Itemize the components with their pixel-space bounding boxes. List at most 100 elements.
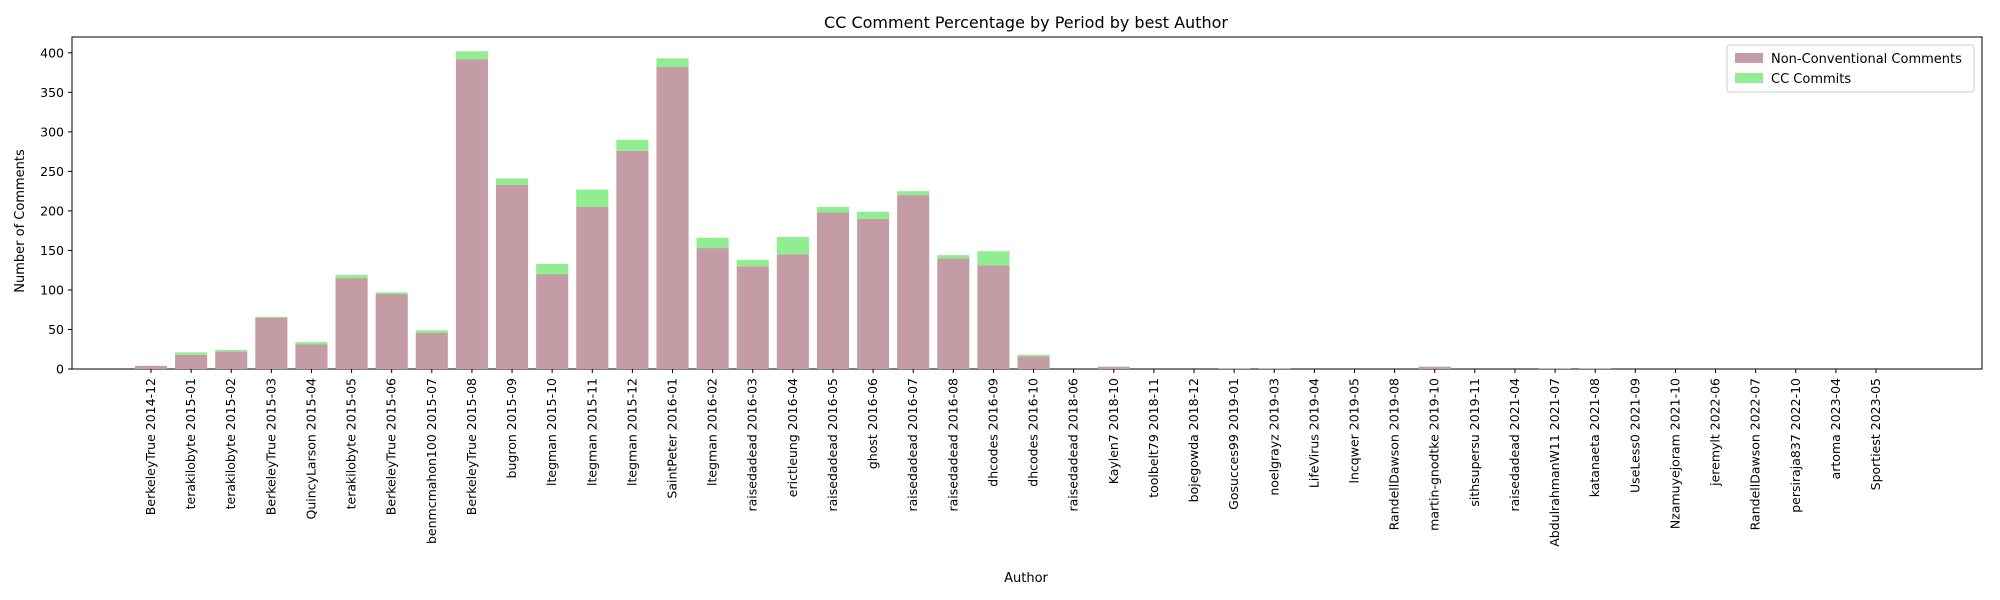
x-tick-label: erictleung 2016-04 bbox=[785, 378, 800, 497]
bar-cc-commits-15 bbox=[736, 259, 769, 267]
x-tick-label: terakilobyte 2015-02 bbox=[223, 378, 238, 509]
bar-non-conventional-15 bbox=[736, 266, 769, 369]
x-axis-label: Author bbox=[1004, 571, 1048, 586]
x-tick-label: UseLess0 2021-09 bbox=[1627, 378, 1642, 493]
bar-non-conventional-36 bbox=[1579, 368, 1612, 369]
legend-swatch bbox=[1735, 73, 1763, 83]
bar-cc-commits-9 bbox=[496, 178, 529, 185]
bar-non-conventional-27 bbox=[1218, 368, 1251, 369]
bar-non-conventional-7 bbox=[415, 332, 448, 369]
x-tick-label: LifeVirus 2019-04 bbox=[1306, 378, 1321, 488]
bar-cc-commits-18 bbox=[857, 211, 890, 219]
bar-non-conventional-5 bbox=[335, 278, 368, 369]
legend-label: CC Commits bbox=[1771, 72, 1851, 87]
bar-cc-commits-19 bbox=[897, 191, 930, 196]
bar-non-conventional-11 bbox=[576, 206, 609, 369]
bar-non-conventional-32 bbox=[1418, 366, 1451, 369]
x-tick-label: raisedadead 2021-04 bbox=[1507, 378, 1522, 512]
x-tick-label: terakilobyte 2015-01 bbox=[183, 378, 198, 509]
bar-cc-commits-3 bbox=[255, 316, 288, 318]
plot-area bbox=[71, 36, 1983, 370]
y-tick-label: 50 bbox=[48, 322, 64, 337]
x-tick-label: persiraja837 2022-10 bbox=[1788, 378, 1803, 513]
x-tick-label: ltegman 2015-10 bbox=[544, 378, 559, 486]
bar-non-conventional-14 bbox=[696, 248, 729, 369]
bar-non-conventional-10 bbox=[536, 274, 569, 369]
x-axis-ticks: BerkeleyTrue 2014-12 terakilobyte 2015-01… bbox=[143, 369, 1883, 547]
bar-cc-commits-11 bbox=[576, 189, 609, 207]
bar-cc-commits-22 bbox=[1017, 354, 1050, 357]
x-tick-label: ltegman 2016-02 bbox=[705, 378, 720, 486]
x-tick-label: sithsupersu 2019-11 bbox=[1467, 378, 1482, 507]
x-tick-label: ltegman 2015-12 bbox=[624, 378, 639, 486]
x-tick-label: BerkeleyTrue 2015-06 bbox=[384, 378, 399, 515]
x-tick-label: raisedadead 2016-05 bbox=[825, 378, 840, 512]
legend-swatch bbox=[1735, 53, 1763, 63]
y-tick-label: 350 bbox=[40, 85, 64, 100]
x-tick-label: Gosucces99 2019-01 bbox=[1226, 378, 1241, 510]
x-tick-label: raisedadead 2018-06 bbox=[1066, 378, 1081, 512]
x-tick-label: AbdulrahmanW11 2021-07 bbox=[1547, 378, 1562, 547]
chart-title: CC Comment Percentage by Period by best … bbox=[824, 13, 1228, 32]
x-tick-label: dhcodes 2016-10 bbox=[1026, 378, 1041, 487]
x-tick-label: Kaylen7 2018-10 bbox=[1106, 378, 1121, 484]
x-tick-label: artoma 2023-04 bbox=[1828, 378, 1843, 479]
bar-cc-commits-12 bbox=[616, 139, 649, 151]
bar-cc-commits-5 bbox=[335, 274, 368, 279]
bar-cc-commits-7 bbox=[415, 330, 448, 333]
bar-non-conventional-22 bbox=[1017, 356, 1050, 369]
x-tick-label: RandellDawson 2019-08 bbox=[1387, 378, 1402, 530]
y-axis-ticks: 0 50 100 150 200 250 300 350 400 bbox=[40, 45, 72, 377]
bar-non-conventional-21 bbox=[977, 265, 1010, 369]
bar-cc-commits-13 bbox=[656, 58, 689, 68]
x-tick-label: martin-gnodtke 2019-10 bbox=[1427, 378, 1442, 531]
y-tick-label: 400 bbox=[40, 45, 64, 60]
legend-frame bbox=[1726, 44, 1975, 93]
x-tick-label: BerkeleyTrue 2014-12 bbox=[143, 378, 158, 515]
bar-non-conventional-19 bbox=[897, 195, 930, 369]
x-tick-label: raisedadead 2016-08 bbox=[945, 378, 960, 512]
bar-non-conventional-9 bbox=[496, 184, 529, 369]
bar-non-conventional-18 bbox=[857, 218, 890, 369]
x-tick-label: QuincyLarson 2015-04 bbox=[303, 378, 318, 520]
bar-non-conventional-2 bbox=[215, 351, 248, 369]
x-tick-label: SaintPeter 2016-01 bbox=[665, 378, 680, 499]
bar-non-conventional-0 bbox=[134, 365, 168, 369]
x-tick-label: RandellDawson 2022-07 bbox=[1748, 378, 1763, 530]
y-tick-label: 150 bbox=[40, 243, 64, 258]
x-tick-label: Sportiest 2023-05 bbox=[1868, 378, 1883, 490]
x-tick-label: benmcmahon100 2015-07 bbox=[424, 378, 439, 544]
bar-non-conventional-13 bbox=[656, 67, 689, 370]
y-tick-label: 100 bbox=[40, 282, 64, 297]
x-tick-label: terakilobyte 2015-05 bbox=[344, 378, 359, 509]
x-tick-label: lncqwer 2019-05 bbox=[1346, 378, 1361, 483]
x-tick-label: BerkeleyTrue 2015-03 bbox=[263, 378, 278, 515]
x-tick-label: bojegowda 2018-12 bbox=[1186, 378, 1201, 502]
x-tick-label: ghost 2016-06 bbox=[865, 378, 880, 469]
y-tick-label: 300 bbox=[40, 124, 64, 139]
x-tick-label: Nzamuyejoram 2021-10 bbox=[1667, 378, 1682, 529]
x-tick-label: jeremylt 2022-06 bbox=[1708, 378, 1723, 487]
x-tick-label: dhcodes 2016-09 bbox=[985, 378, 1000, 487]
bar-non-conventional-28 bbox=[1258, 368, 1291, 369]
bar-non-conventional-20 bbox=[937, 258, 970, 369]
bar-non-conventional-4 bbox=[295, 344, 328, 369]
y-axis-label: Number of Comments bbox=[13, 149, 28, 293]
y-tick-label: 200 bbox=[40, 203, 64, 218]
bar-non-conventional-8 bbox=[455, 59, 488, 370]
x-tick-label: noelgrayz 2019-03 bbox=[1266, 378, 1281, 496]
y-tick-label: 250 bbox=[40, 164, 64, 179]
bar-cc-commits-4 bbox=[295, 342, 328, 345]
bar-non-conventional-16 bbox=[776, 254, 809, 369]
bar-cc-commits-21 bbox=[977, 251, 1010, 266]
x-tick-label: bugron 2015-09 bbox=[504, 378, 519, 478]
bar-non-conventional-24 bbox=[1097, 366, 1130, 369]
x-tick-label: raisedadead 2016-07 bbox=[905, 378, 920, 512]
bar-cc-commits-17 bbox=[816, 206, 850, 213]
x-tick-label: toolbelt79 2018-11 bbox=[1146, 378, 1161, 498]
bar-non-conventional-1 bbox=[175, 354, 208, 369]
bar-cc-commits-6 bbox=[375, 292, 408, 294]
bar-cc-commits-10 bbox=[536, 263, 569, 275]
bar-cc-commits-2 bbox=[215, 350, 248, 352]
